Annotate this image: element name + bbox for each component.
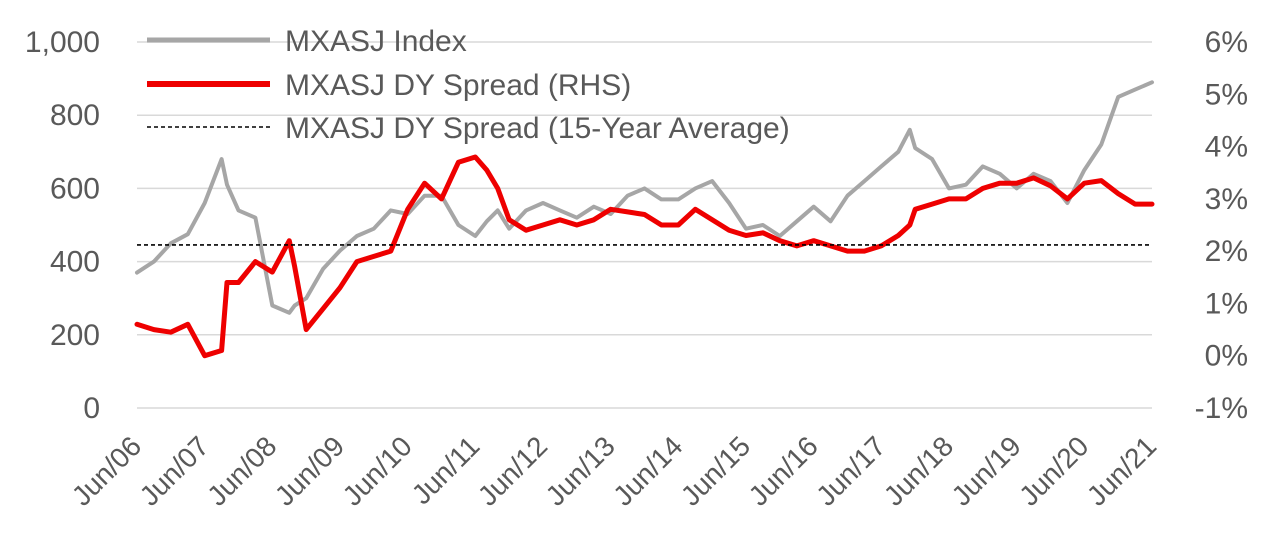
right-tick-label: 3% [1205, 183, 1248, 216]
left-tick-label: 600 [50, 172, 100, 205]
right-tick-label: 2% [1205, 235, 1248, 268]
right-tick-label: 4% [1205, 131, 1248, 164]
x-tick-label: Jun/10 [337, 430, 418, 511]
left-tick-label: 1,000 [25, 26, 100, 59]
x-tick-label: Jun/06 [66, 430, 147, 511]
right-tick-label: 6% [1205, 26, 1248, 59]
left-y-axis: 0 200 400 600 800 1,000 [25, 26, 100, 425]
x-tick-label: Jun/12 [472, 430, 553, 511]
x-tick-label: Jun/19 [946, 430, 1027, 511]
x-tick-label: Jun/20 [1013, 430, 1094, 511]
right-tick-label: 0% [1205, 340, 1248, 373]
legend-label: MXASJ DY Spread (15-Year Average) [285, 112, 790, 145]
right-tick-label: -1% [1195, 392, 1248, 425]
right-tick-label: 1% [1205, 287, 1248, 320]
x-tick-label: Jun/08 [201, 430, 282, 511]
gridlines [137, 41, 1152, 409]
legend: MXASJ Index MXASJ DY Spread (RHS) MXASJ DY… [147, 25, 790, 145]
x-tick-label: Jun/18 [878, 430, 959, 511]
series-lines [134, 80, 1155, 359]
right-tick-label: 5% [1205, 78, 1248, 111]
x-tick-label: Jun/15 [675, 430, 756, 511]
left-tick-label: 200 [50, 319, 100, 352]
x-tick-label: Jun/09 [269, 430, 350, 511]
right-y-axis: -1% 0% 1% 2% 3% 4% 5% 6% [1195, 26, 1248, 425]
x-tick-label: Jun/17 [810, 430, 891, 511]
left-tick-label: 0 [83, 392, 100, 425]
legend-label: MXASJ DY Spread (RHS) [285, 69, 631, 102]
x-axis: Jun/06Jun/07Jun/08Jun/09Jun/10Jun/11Jun/… [66, 430, 1162, 511]
legend-label: MXASJ Index [285, 25, 467, 58]
x-tick-label: Jun/07 [134, 430, 215, 511]
x-tick-label: Jun/16 [743, 430, 824, 511]
x-tick-label: Jun/14 [607, 430, 688, 511]
series-line-1 [134, 154, 1155, 359]
x-tick-label: Jun/11 [406, 430, 486, 510]
x-tick-label: Jun/21 [1081, 430, 1162, 511]
series-line-0 [135, 80, 1154, 315]
left-tick-label: 400 [50, 246, 100, 279]
left-tick-label: 800 [50, 99, 100, 132]
x-tick-label: Jun/13 [540, 430, 621, 511]
